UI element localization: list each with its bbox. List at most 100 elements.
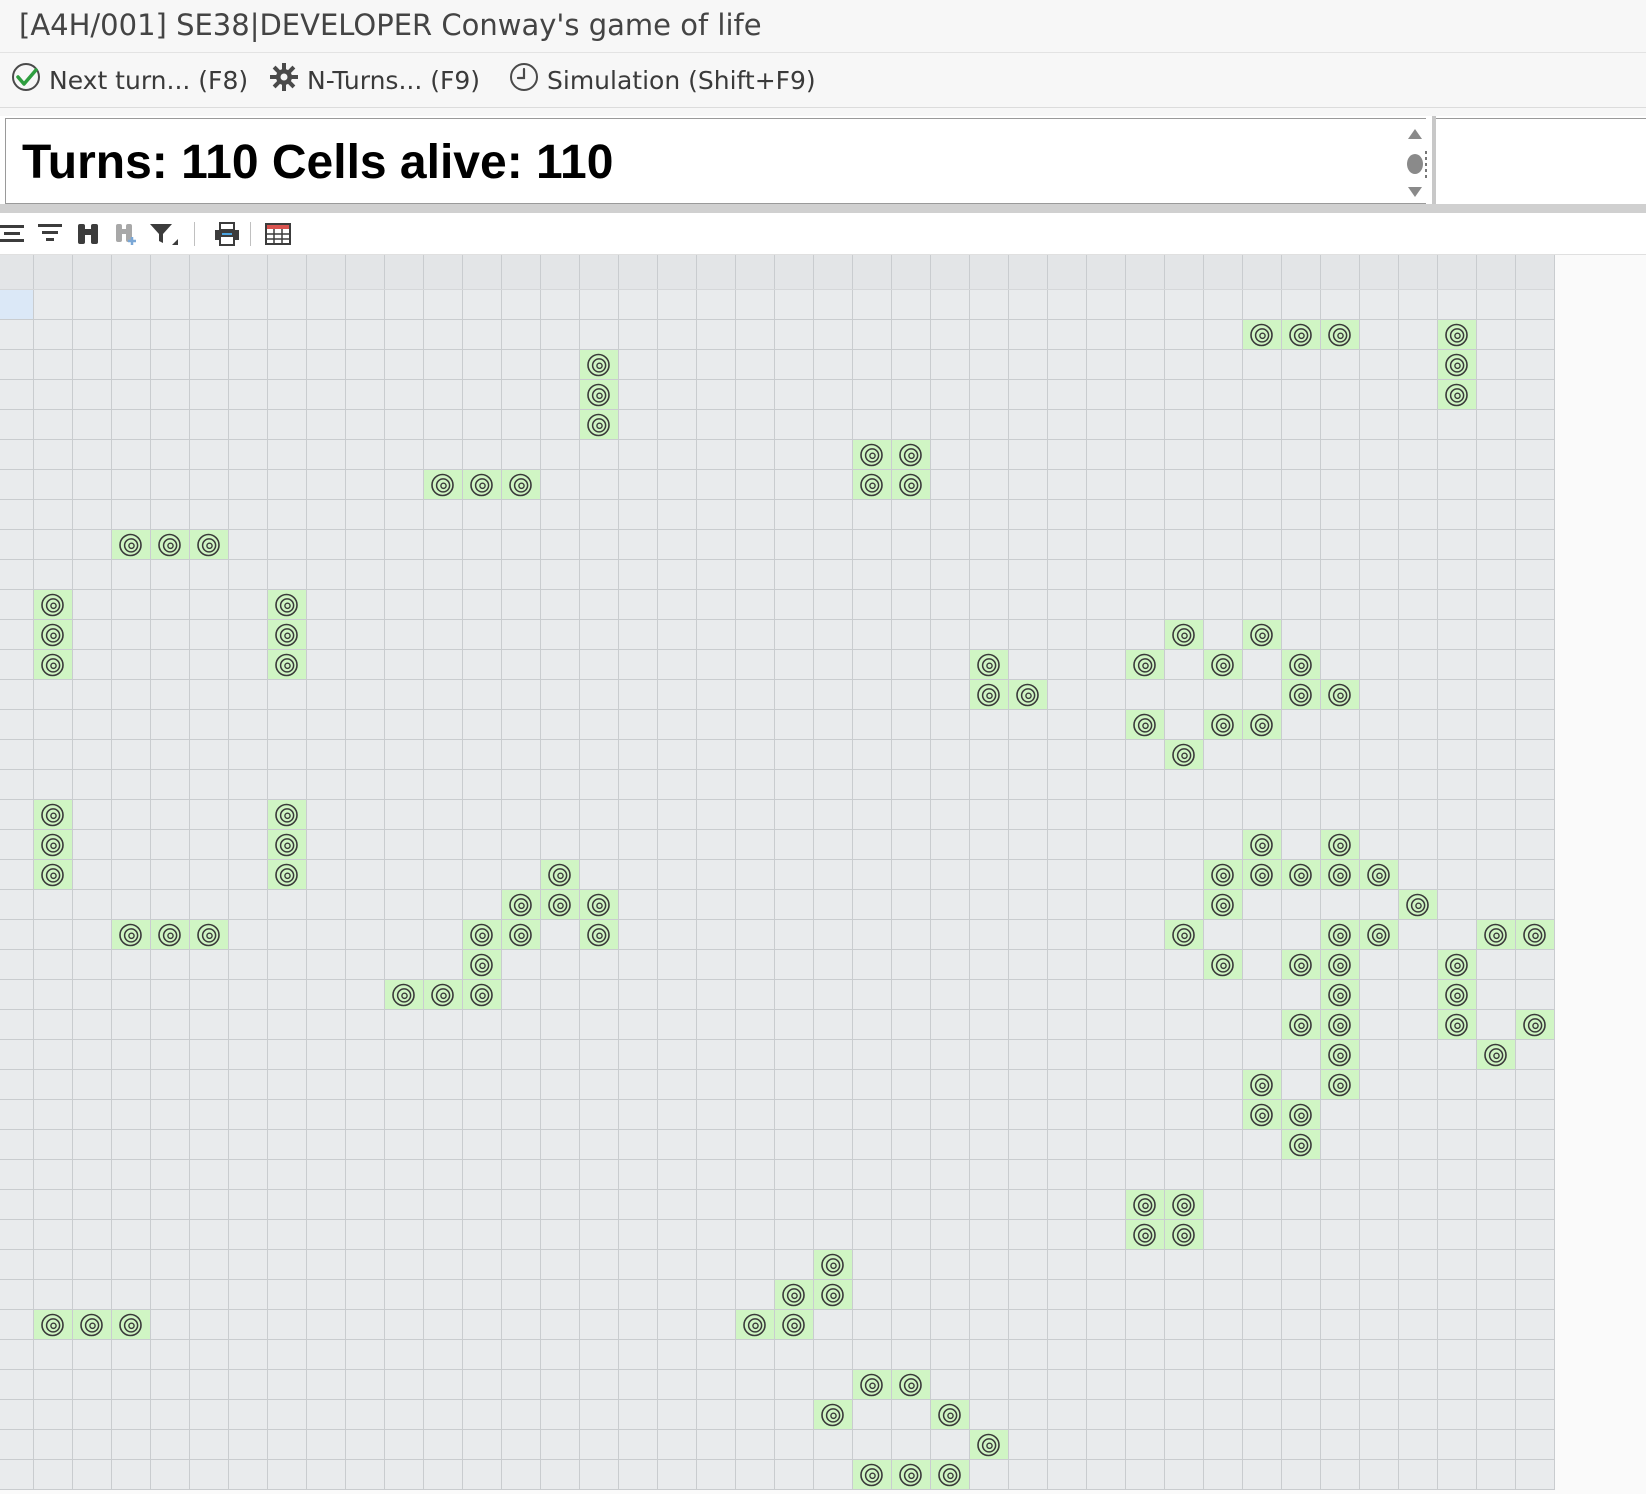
vertical-splitter[interactable] [1432,116,1436,204]
alive-cell[interactable] [1476,1040,1515,1070]
alive-cell[interactable] [111,530,150,560]
alive-cell[interactable] [1281,650,1320,680]
alive-cell[interactable] [1281,950,1320,980]
alive-cell[interactable] [33,590,72,620]
alive-cell[interactable] [1320,920,1359,950]
alive-cell[interactable] [1320,1010,1359,1040]
alive-cell[interactable] [189,920,228,950]
alive-cell[interactable] [774,1310,813,1340]
alive-cell[interactable] [1125,650,1164,680]
alive-cell[interactable] [1359,920,1398,950]
splitter-grip-icon[interactable] [1418,206,1470,220]
alive-cell[interactable] [852,1370,891,1400]
alive-cell[interactable] [852,470,891,500]
alive-cell[interactable] [1515,920,1554,950]
alive-cell[interactable] [1203,710,1242,740]
alive-cell[interactable] [1281,1130,1320,1160]
alive-cell[interactable] [969,680,1008,710]
alive-cell[interactable] [1242,860,1281,890]
alive-cell[interactable] [579,380,618,410]
alive-cell[interactable] [1437,980,1476,1010]
alive-cell[interactable] [1320,680,1359,710]
alive-cell[interactable] [1359,860,1398,890]
alive-cell[interactable] [579,410,618,440]
alive-cell[interactable] [1320,950,1359,980]
alive-cell[interactable] [1281,1010,1320,1040]
alive-cell[interactable] [1164,740,1203,770]
alive-cell[interactable] [1242,620,1281,650]
filter-icon[interactable] [148,219,180,249]
sort-icon[interactable] [34,219,66,249]
alive-cell[interactable] [735,1310,774,1340]
alive-cell[interactable] [1437,320,1476,350]
n-turns-button[interactable]: N-Turns... (F9) [268,61,480,99]
alive-cell[interactable] [1203,650,1242,680]
alive-cell[interactable] [852,1460,891,1490]
simulation-button[interactable]: Simulation (Shift+F9) [508,61,816,99]
alive-cell[interactable] [1164,1220,1203,1250]
alive-cell[interactable] [813,1400,852,1430]
alive-cell[interactable] [501,890,540,920]
alive-cell[interactable] [267,830,306,860]
alive-cell[interactable] [33,620,72,650]
alive-cell[interactable] [267,590,306,620]
alive-cell[interactable] [1164,1190,1203,1220]
alive-cell[interactable] [579,890,618,920]
alive-cell[interactable] [1437,1010,1476,1040]
alive-cell[interactable] [1437,380,1476,410]
alive-cell[interactable] [267,620,306,650]
alive-cell[interactable] [462,950,501,980]
alive-cell[interactable] [1125,1220,1164,1250]
next-turn-button[interactable]: Next turn... (F8) [10,61,248,99]
alive-cell[interactable] [1320,320,1359,350]
alive-cell[interactable] [1203,890,1242,920]
alive-cell[interactable] [384,980,423,1010]
header-scrollbar[interactable] [1402,123,1428,203]
alive-cell[interactable] [891,1460,930,1490]
alive-cell[interactable] [189,530,228,560]
alive-cell[interactable] [813,1250,852,1280]
alive-cell[interactable] [891,440,930,470]
find-icon[interactable] [72,219,104,249]
alive-cell[interactable] [774,1280,813,1310]
alive-cell[interactable] [1515,1010,1554,1040]
selected-cell[interactable] [0,290,33,320]
alive-cell[interactable] [462,920,501,950]
alive-cell[interactable] [111,920,150,950]
alive-cell[interactable] [423,470,462,500]
alive-cell[interactable] [1242,710,1281,740]
alive-cell[interactable] [72,1310,111,1340]
alive-cell[interactable] [1164,620,1203,650]
alive-cell[interactable] [1437,950,1476,980]
alive-cell[interactable] [150,530,189,560]
alive-cell[interactable] [1320,980,1359,1010]
alive-cell[interactable] [1281,1100,1320,1130]
alive-cell[interactable] [1164,920,1203,950]
alive-cell[interactable] [891,1370,930,1400]
alive-cell[interactable] [1008,680,1047,710]
alive-cell[interactable] [1125,1190,1164,1220]
horizontal-splitter[interactable] [0,204,1646,213]
alive-cell[interactable] [1203,860,1242,890]
alive-cell[interactable] [579,350,618,380]
alive-cell[interactable] [267,860,306,890]
alive-cell[interactable] [267,650,306,680]
alive-cell[interactable] [501,470,540,500]
alive-cell[interactable] [852,440,891,470]
align-icon[interactable] [0,219,28,249]
alive-cell[interactable] [1203,950,1242,980]
alive-cell[interactable] [930,1400,969,1430]
alive-cell[interactable] [33,1310,72,1340]
alive-cell[interactable] [1281,860,1320,890]
alive-cell[interactable] [1398,890,1437,920]
alive-cell[interactable] [969,650,1008,680]
alive-cell[interactable] [111,1310,150,1340]
alive-cell[interactable] [1281,320,1320,350]
alive-cell[interactable] [462,470,501,500]
alive-cell[interactable] [1320,1070,1359,1100]
alive-cell[interactable] [1320,860,1359,890]
alive-cell[interactable] [1242,1100,1281,1130]
find-next-icon[interactable] [110,219,142,249]
alive-cell[interactable] [462,980,501,1010]
alive-cell[interactable] [423,980,462,1010]
